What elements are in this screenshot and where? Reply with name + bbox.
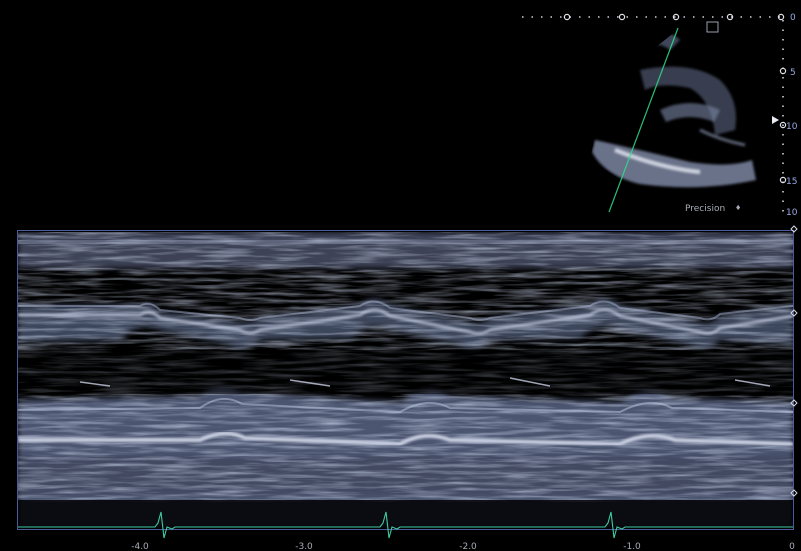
time-tick: -1.0 [623,542,641,551]
depth-tick-5: 5 [790,68,796,78]
ecg-trace [18,511,793,539]
mmode-panel: -4.0 -3.0 -2.0 -1.0 0 [17,225,798,551]
time-tick: -3.0 [295,542,313,551]
precision-label: Precision [685,204,725,214]
time-axis: -4.0 -3.0 -2.0 -1.0 0 [131,542,795,551]
depth-tick-15: 15 [786,177,797,187]
depth-ruler: 0 5 10 15 10 [772,13,798,218]
mmode-cursor-line[interactable] [608,27,679,213]
time-tick: -4.0 [131,542,149,551]
depth-tick-10: 10 [786,122,798,132]
top-ruler [522,13,785,21]
time-tick: -2.0 [459,542,477,551]
twod-image: Precision ♦ [592,21,756,214]
precision-symbol: ♦ [735,204,741,212]
depth-tick-extra: 10 [786,208,798,218]
mmode-side-markers [790,225,798,497]
twod-box-icon [706,21,719,33]
depth-tick-0: 0 [790,13,796,23]
time-tick: 0 [789,542,795,551]
focus-marker-icon[interactable] [772,116,779,124]
